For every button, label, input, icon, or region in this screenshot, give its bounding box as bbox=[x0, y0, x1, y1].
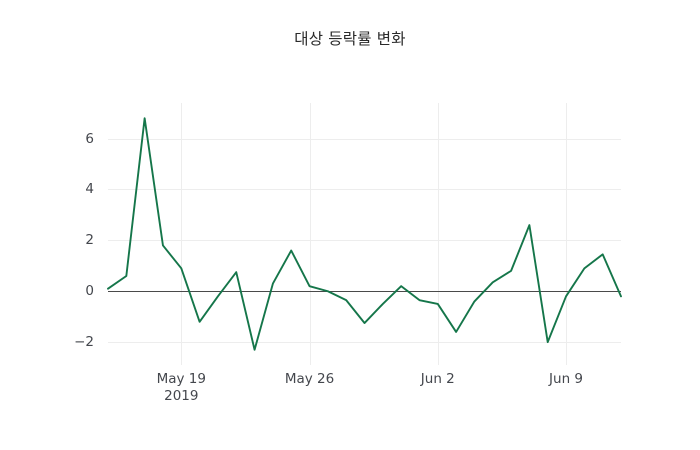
y-axis: −2 0 2 4 6 bbox=[56, 103, 94, 365]
gridline-vertical bbox=[566, 103, 568, 365]
series-polyline bbox=[107, 117, 622, 351]
gridline-horizontal bbox=[108, 342, 621, 344]
plot-area bbox=[107, 103, 622, 365]
gridline-horizontal bbox=[108, 240, 621, 242]
gridline-vertical bbox=[437, 103, 439, 365]
line-series bbox=[107, 117, 622, 351]
gridline-horizontal bbox=[108, 138, 621, 140]
x-tick-label: May 26 bbox=[284, 371, 335, 387]
x-tick-label: Jun 9 bbox=[549, 371, 584, 387]
gridline-vertical bbox=[181, 103, 183, 365]
x-tick-label: May 19 2019 bbox=[156, 371, 206, 404]
gridline-vertical bbox=[309, 103, 311, 365]
x-axis: May 19 2019 May 26 Jun 2 Jun 9 bbox=[108, 371, 621, 421]
zero-baseline bbox=[108, 291, 621, 293]
y-tick-label: 2 bbox=[85, 232, 94, 249]
chart-title: 대상 등락률 변화 bbox=[294, 30, 406, 48]
y-tick-label: 0 bbox=[85, 283, 94, 300]
y-tick-label: 6 bbox=[85, 130, 94, 147]
y-tick-label: 4 bbox=[85, 181, 94, 198]
x-tick-label: Jun 2 bbox=[420, 371, 455, 387]
y-tick-label: −2 bbox=[74, 334, 94, 351]
gridline-horizontal bbox=[108, 189, 621, 191]
x-tick-year-label: 2019 bbox=[164, 388, 199, 404]
